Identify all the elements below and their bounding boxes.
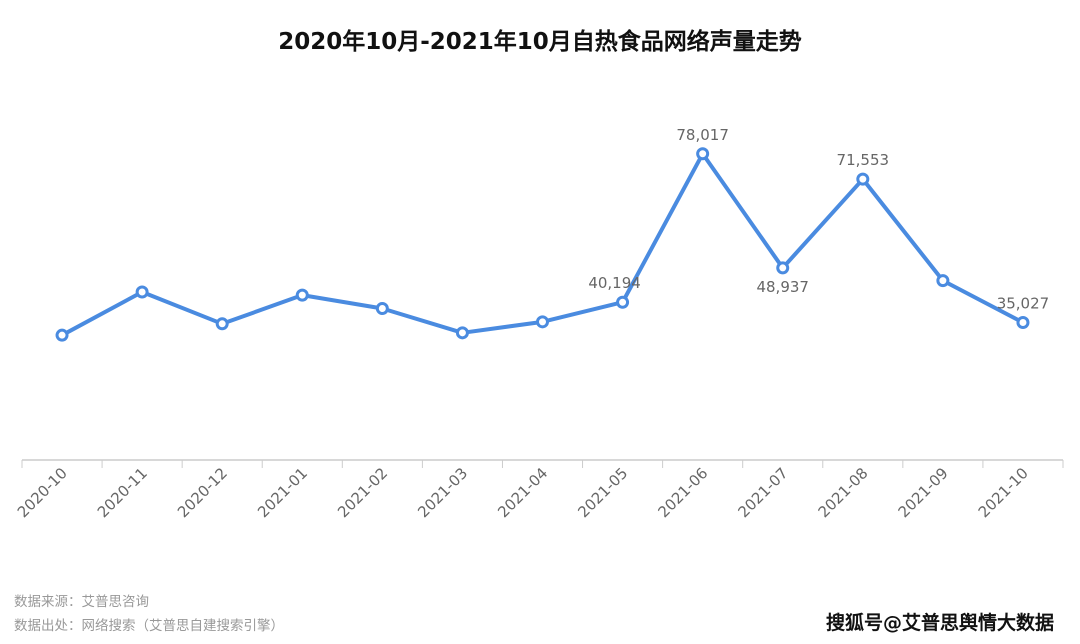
x-tick-label: 2021-01 <box>254 464 311 521</box>
data-point <box>536 315 549 329</box>
data-label: 48,937 <box>756 278 809 296</box>
x-tick-label: 2021-02 <box>334 464 391 521</box>
data-label: 35,027 <box>997 295 1050 313</box>
data-point <box>455 326 469 340</box>
x-tick-label: 2020-12 <box>174 464 231 521</box>
data-point <box>295 288 309 302</box>
data-point <box>135 285 149 299</box>
x-tick-label: 2020-10 <box>14 464 71 521</box>
data-point <box>55 328 69 342</box>
data-point <box>1016 316 1030 330</box>
x-tick-label: 2021-03 <box>414 464 471 521</box>
data-point <box>936 274 950 288</box>
data-point <box>375 301 389 315</box>
x-tick-label: 2020-11 <box>94 464 151 521</box>
data-label: 40,194 <box>588 274 641 292</box>
data-point <box>616 295 630 309</box>
chart-title: 2020年10月-2021年10月自热食品网络声量走势 <box>278 29 802 55</box>
data-origin-note: 数据出处：网络搜索（艾普思自建搜索引擎） <box>14 618 284 634</box>
x-tick-label: 2021-09 <box>895 464 952 521</box>
series-line <box>61 151 1024 337</box>
data-label: 78,017 <box>676 126 729 144</box>
data-point <box>215 317 229 331</box>
publisher-credit: 搜狐号@艾普思舆情大数据 <box>825 612 1054 634</box>
x-tick-label: 2021-10 <box>975 464 1032 521</box>
x-tick-label: 2021-05 <box>574 464 631 521</box>
x-tick-label: 2021-08 <box>815 464 872 521</box>
data-point <box>696 147 710 161</box>
data-point <box>856 172 870 186</box>
x-tick-label: 2021-04 <box>494 464 551 521</box>
data-point <box>776 261 790 275</box>
x-tick-label: 2021-06 <box>654 464 711 521</box>
x-tick-label: 2021-07 <box>735 464 792 521</box>
data-source-note: 数据来源：艾普思咨询 <box>14 594 149 610</box>
data-label: 71,553 <box>837 151 890 169</box>
